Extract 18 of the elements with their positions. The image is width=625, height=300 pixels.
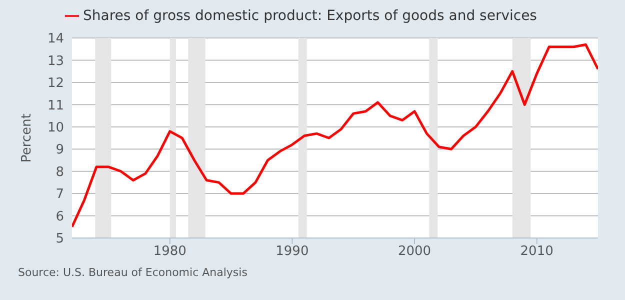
x-tick-label: 1980 bbox=[153, 244, 186, 260]
source-note: Source: U.S. Bureau of Economic Analysis bbox=[18, 266, 248, 279]
y-tick-label: 12 bbox=[47, 76, 64, 92]
x-tick-label: 2010 bbox=[520, 244, 554, 260]
y-tick-label: 7 bbox=[56, 187, 64, 202]
y-tick-label: 9 bbox=[56, 142, 64, 158]
y-tick-label: 5 bbox=[56, 232, 64, 247]
line-series bbox=[72, 43, 598, 228]
y-tick-label: 8 bbox=[56, 164, 64, 180]
y-tick-label: 14 bbox=[47, 32, 64, 47]
y-tick-label: 11 bbox=[47, 98, 64, 114]
x-tick-label: 1990 bbox=[276, 244, 309, 260]
x-tick-label: 2000 bbox=[398, 244, 432, 260]
y-tick-label: 6 bbox=[56, 209, 64, 224]
y-tick-label: 13 bbox=[47, 54, 64, 69]
legend-label: Shares of gross domestic product: Exports of goods and services bbox=[83, 8, 537, 24]
y-tick-label: 10 bbox=[47, 120, 64, 136]
y-axis-title: Percent bbox=[20, 114, 35, 162]
